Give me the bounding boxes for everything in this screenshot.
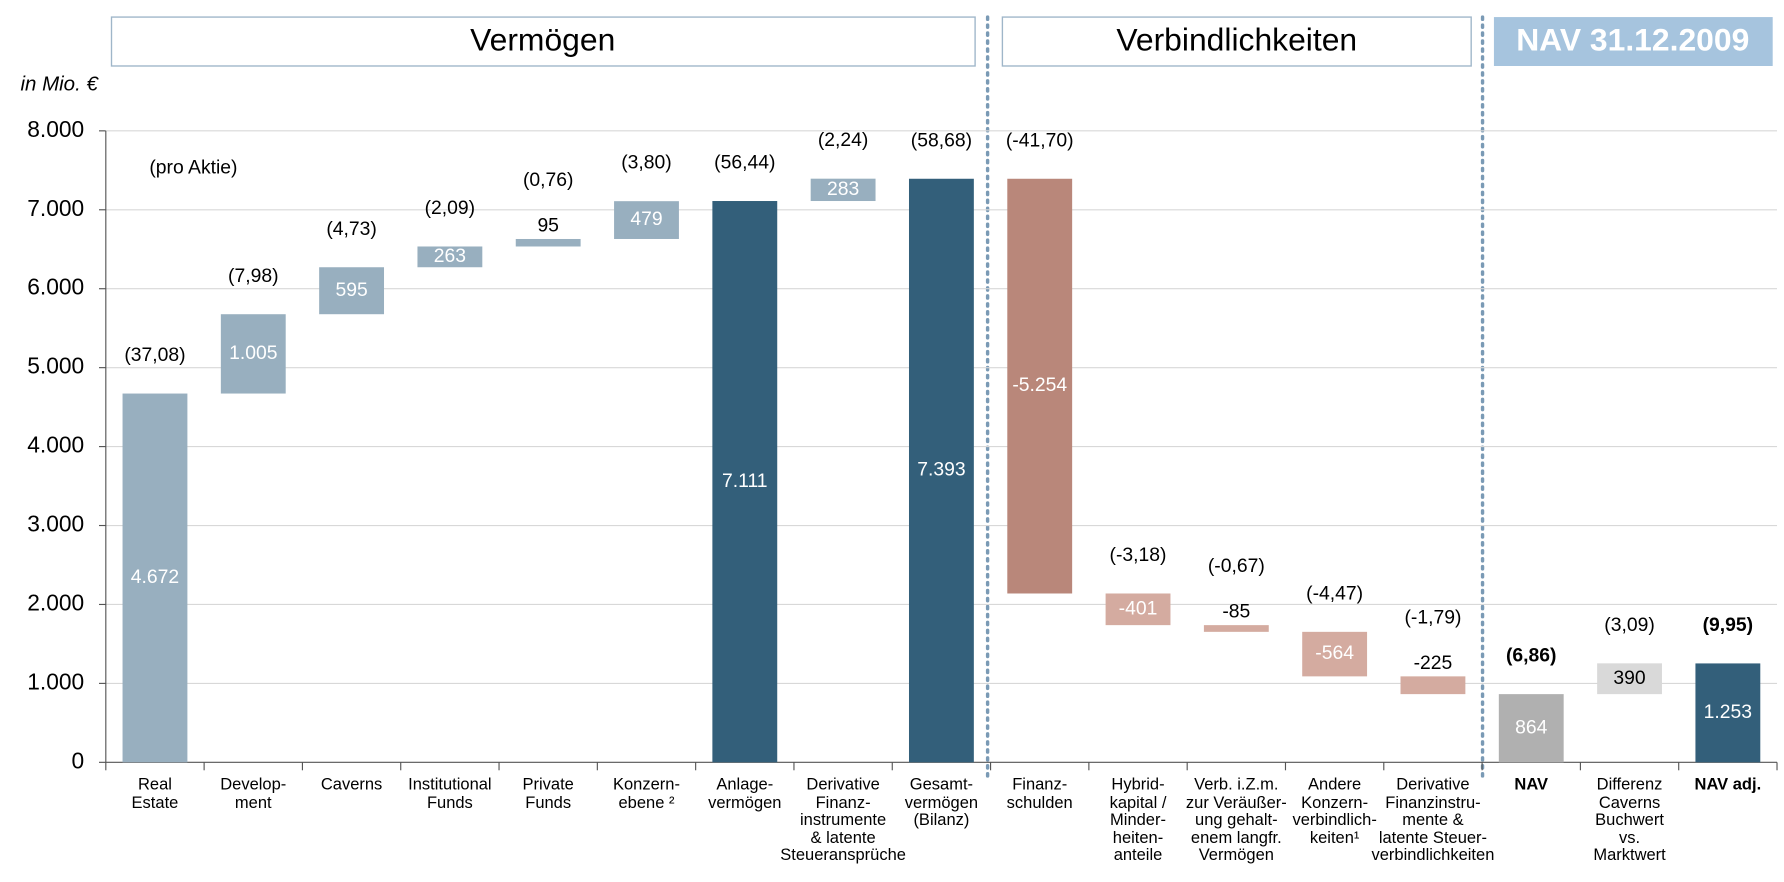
per-share-label: (6,86) <box>1506 645 1557 667</box>
y-tick-label: 8.000 <box>27 116 84 142</box>
x-tick-label: Private Funds <box>522 775 574 812</box>
x-tick-label: Verb. i.Z.m. zur Veräußer- ung gehalt- e… <box>1185 775 1287 865</box>
y-tick-label: 7.000 <box>27 195 84 221</box>
x-tick-label: Finanz- schulden <box>1006 775 1073 812</box>
x-tick-label: Differenz Caverns Buchwert vs. Marktwert <box>1593 775 1666 865</box>
bar <box>1007 178 1073 594</box>
per-share-label: (7,98) <box>228 265 279 287</box>
per-share-label: (3,80) <box>621 152 672 174</box>
per-share-label: (-0,67) <box>1208 555 1265 577</box>
bar <box>1498 694 1564 763</box>
section-title: NAV 31.12.2009 <box>1516 22 1749 58</box>
annotation: (pro Aktie) <box>149 157 237 179</box>
bar <box>614 201 679 239</box>
per-share-label: (0,76) <box>523 169 574 191</box>
value-label: 7.111 <box>722 470 767 492</box>
y-tick-label: 6.000 <box>27 274 84 300</box>
x-tick-label: Caverns <box>320 775 383 795</box>
value-label: 4.672 <box>131 566 179 588</box>
per-share-label: (2,24) <box>818 129 869 151</box>
bar <box>319 267 385 315</box>
y-tick-label: 0 <box>72 747 85 773</box>
value-label: -401 <box>1119 597 1158 619</box>
y-tick-label: 5.000 <box>27 353 84 379</box>
section-box <box>1001 16 1472 67</box>
bar <box>712 201 778 763</box>
value-label: 1.005 <box>229 342 277 364</box>
value-label: 95 <box>537 215 559 237</box>
x-tick-label: Institutional Funds <box>408 775 492 812</box>
per-share-label: (56,44) <box>714 152 775 174</box>
y-tick-label: 4.000 <box>27 432 84 458</box>
per-share-label: (-3,18) <box>1110 544 1167 566</box>
x-tick-label: Gesamt- vermögen (Bilanz) <box>904 775 979 830</box>
per-share-label: (3,09) <box>1604 614 1655 636</box>
bar <box>417 246 483 268</box>
value-label: 1.253 <box>1704 701 1752 723</box>
x-tick-label: Real Estate <box>131 775 179 812</box>
bar <box>515 238 581 247</box>
value-label: 864 <box>1515 716 1547 738</box>
value-label: -225 <box>1414 652 1453 674</box>
bar <box>1302 631 1368 677</box>
x-tick-label: Hybrid- kapital / Minder- heiten- anteil… <box>1109 775 1167 865</box>
per-share-label: (37,08) <box>124 344 185 366</box>
value-label: -5.254 <box>1012 374 1067 396</box>
x-tick-label: Konzern- ebene ² <box>613 775 680 812</box>
section-box <box>110 16 976 67</box>
value-label: -85 <box>1222 601 1250 623</box>
bar <box>1695 663 1761 763</box>
x-tick-label: NAV adj. <box>1694 775 1762 795</box>
per-share-label: (4,73) <box>326 218 377 240</box>
value-label: 263 <box>434 245 466 267</box>
bar <box>810 178 876 202</box>
x-tick-label: Andere Konzern- verbindlich- keiten¹ <box>1292 775 1377 848</box>
y-tick-label: 3.000 <box>27 511 84 537</box>
y-tick-label: 1.000 <box>27 668 84 694</box>
value-label: 595 <box>335 279 367 301</box>
value-label: 479 <box>630 208 662 230</box>
per-share-label: (2,09) <box>425 197 476 219</box>
y-axis-label: in Mio. € <box>20 73 99 96</box>
x-tick-label: Derivative Finanz- instrumente & latente… <box>780 775 906 865</box>
per-share-label: (-1,79) <box>1404 606 1461 628</box>
section-box <box>1493 17 1773 66</box>
value-label: 283 <box>827 178 859 200</box>
value-label: 390 <box>1613 667 1645 689</box>
x-tick-label: Anlage- vermögen <box>708 775 782 812</box>
bar <box>1400 676 1466 695</box>
bar <box>220 314 286 394</box>
x-tick-label: Derivative Finanzinstru- mente & latente… <box>1371 775 1495 865</box>
y-tick-label: 2.000 <box>27 589 84 615</box>
bar <box>1203 625 1269 632</box>
per-share-label: (58,68) <box>911 129 972 151</box>
value-label: -564 <box>1315 642 1354 664</box>
bar <box>1105 593 1171 626</box>
bar <box>122 393 188 763</box>
per-share-label: (-4,47) <box>1306 582 1363 604</box>
bar <box>908 178 974 763</box>
x-tick-label: NAV <box>1514 775 1549 795</box>
bar <box>1597 663 1662 695</box>
value-label: 7.393 <box>917 459 965 481</box>
per-share-label: (-41,70) <box>1006 129 1074 151</box>
section-title: Vermögen <box>470 22 615 58</box>
x-tick-label: Develop- ment <box>220 775 287 812</box>
per-share-label: (9,95) <box>1703 614 1754 636</box>
section-title: Verbindlichkeiten <box>1116 22 1357 58</box>
